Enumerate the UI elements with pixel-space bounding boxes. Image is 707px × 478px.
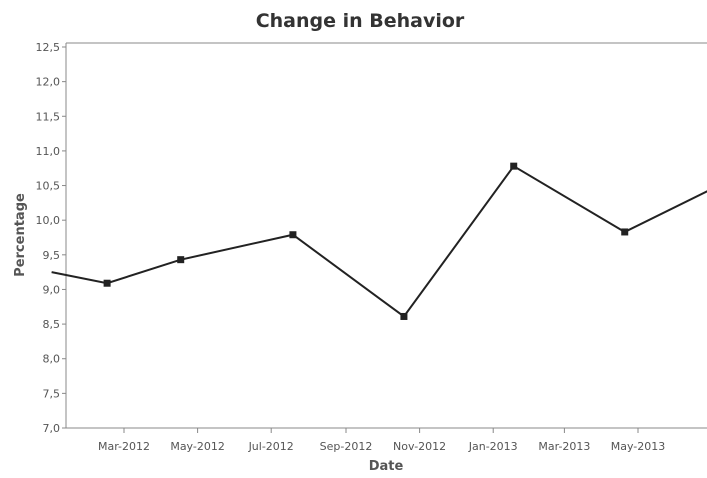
y-tick-label: 11,5 [36,110,61,123]
data-point [510,162,518,170]
y-tick-label: 12,0 [36,76,61,89]
y-tick-label: 10,0 [36,214,61,227]
x-axis-label: Date [369,459,404,474]
y-tick-label: 8,0 [43,353,61,366]
y-axis-label: Percentage [13,193,28,277]
x-tick-label: Nov-2012 [393,440,446,453]
y-tick-label: 7,5 [43,387,61,400]
x-tick-label: Mar-2012 [98,440,150,453]
data-point [103,279,111,287]
y-tick-label: 9,5 [43,249,61,262]
x-tick-label: May-2012 [170,440,225,453]
y-tick-label: 9,0 [43,283,61,296]
x-axis-ticks: Mar-2012 May-2012 Jul-2012 Sep-2012 Nov-2012… [98,428,665,453]
x-tick-label: Jan-2013 [468,440,518,453]
plot-area [65,42,707,429]
y-tick-label: 7,0 [43,422,61,435]
y-axis-ticks: 7,0 7,5 8,0 8,5 9,0 9,5 10,0 10,5 11,0 11,5 12,0 12… [36,41,66,435]
y-tick-label: 8,5 [43,318,61,331]
data-point [400,312,408,320]
x-tick-label: May-2013 [611,440,666,453]
data-point [177,256,185,264]
data-point [289,231,297,239]
series-behavior [51,162,707,320]
y-tick-label: 11,0 [36,145,61,158]
y-tick-label: 12,5 [36,41,61,54]
x-tick-label: Sep-2012 [320,440,373,453]
y-tick-label: 10,5 [36,180,61,193]
x-tick-label: Jul-2012 [248,440,294,453]
data-point [621,228,629,236]
x-tick-label: Mar-2013 [538,440,590,453]
series-line [51,164,707,318]
chart-title: Change in Behavior [256,10,465,32]
